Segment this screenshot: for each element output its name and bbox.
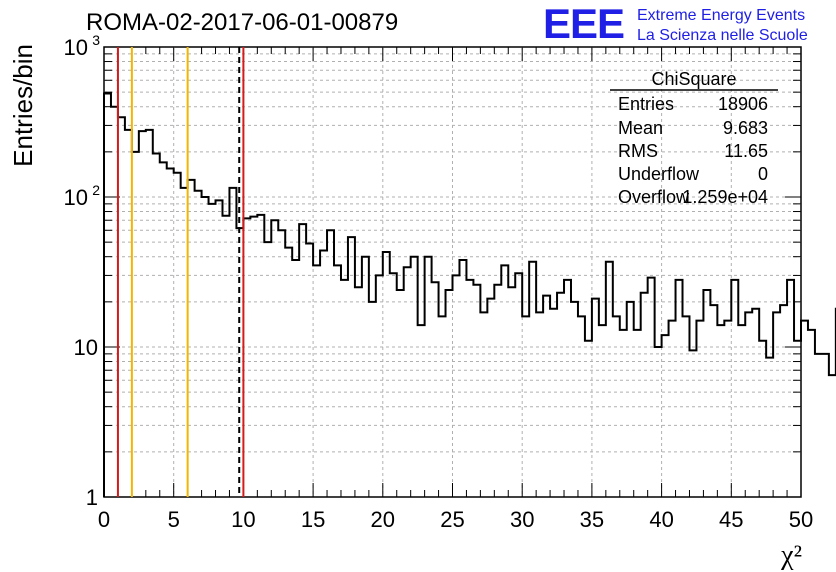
x-axis-label: χ² (780, 540, 802, 571)
x-tick-label: 10 (231, 507, 255, 532)
logo-line1: Extreme Energy Events (637, 7, 805, 24)
x-tick-label: 30 (510, 507, 534, 532)
logo-mark: EEE (543, 0, 624, 47)
y-axis-label: Entries/bin (8, 44, 38, 167)
x-tick-label: 0 (98, 507, 110, 532)
logo-line2: La Scienza nelle Scuole (637, 27, 808, 44)
y-tick-label: 10 (64, 35, 88, 60)
stats-value-overflow: 1.259e+04 (682, 187, 768, 207)
histogram-line (103, 92, 836, 497)
stats-label-underflow: Underflow (618, 164, 700, 184)
x-tick-label: 50 (789, 507, 813, 532)
chart-title: ROMA-02-2017-06-01-00879 (86, 9, 398, 36)
y-tick-label: 10 (64, 185, 88, 210)
y-tick-label: 10 (74, 335, 98, 360)
x-tick-label: 15 (301, 507, 325, 532)
stats-label-overflow: Overflow (618, 187, 690, 207)
stats-label-rms: RMS (618, 141, 658, 161)
stats-label-entries: Entries (618, 94, 674, 114)
x-tick-label: 45 (719, 507, 743, 532)
y-tick-exponent: 3 (92, 32, 100, 48)
y-tick-label: 1 (86, 485, 98, 510)
stats-value-rms: 11.65 (724, 141, 768, 161)
vertical-lines (116, 47, 245, 497)
stats-box: ChiSquare Entries 18906 Mean 9.683 RMS 1… (610, 69, 778, 207)
eee-logo: EEE Extreme Energy Events La Scienza nel… (543, 0, 808, 47)
stats-value-mean: 9.683 (723, 118, 768, 138)
stats-name: ChiSquare (651, 69, 736, 89)
x-tick-label: 35 (580, 507, 604, 532)
stats-value-underflow: 0 (758, 164, 768, 184)
x-tick-label: 20 (371, 507, 395, 532)
x-tick-label: 40 (649, 507, 673, 532)
stats-value-entries: 18906 (718, 94, 768, 114)
stats-label-mean: Mean (618, 118, 663, 138)
grid (104, 47, 801, 497)
x-tick-label: 5 (168, 507, 180, 532)
x-tick-label: 25 (440, 507, 464, 532)
y-tick-exponent: 2 (92, 182, 100, 198)
